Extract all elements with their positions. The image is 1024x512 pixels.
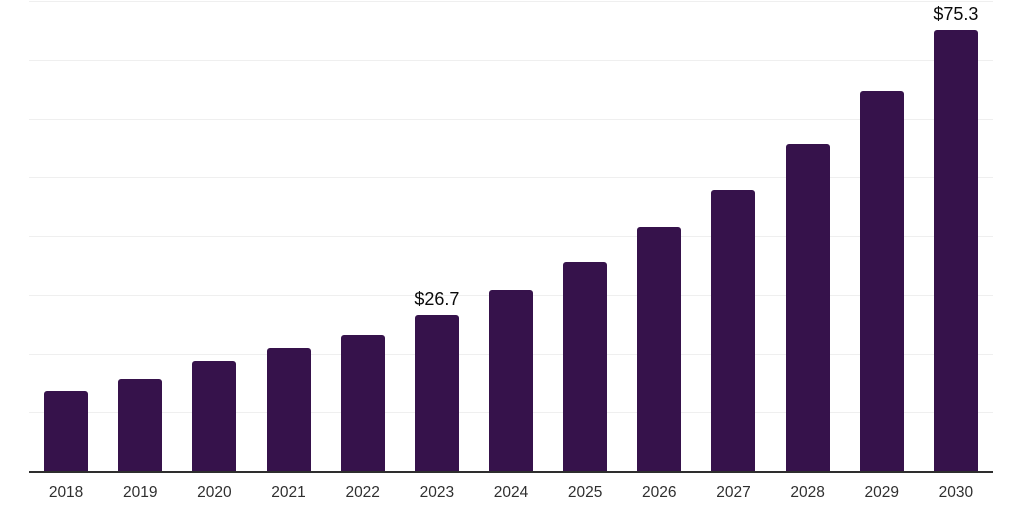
bar-2019 xyxy=(118,379,163,472)
bar-2030 xyxy=(933,29,978,472)
bar-2025 xyxy=(563,261,608,472)
x-tick-label-2020: 2020 xyxy=(197,484,232,501)
x-tick-label-2018: 2018 xyxy=(48,484,84,501)
x-tick-label-2030: 2030 xyxy=(938,484,974,501)
x-axis-line xyxy=(29,471,993,473)
x-tick-label-2026: 2026 xyxy=(642,484,677,501)
bar-2027 xyxy=(711,190,756,472)
gridline-70 xyxy=(29,59,993,61)
x-tick-label-2022: 2022 xyxy=(345,484,380,501)
gridline-50 xyxy=(29,177,993,179)
x-tick-label-2024: 2024 xyxy=(493,484,529,501)
bar-2029 xyxy=(859,90,904,472)
x-tick-label-2028: 2028 xyxy=(790,484,825,501)
bar-2024 xyxy=(489,289,533,472)
x-tick-label-2023: 2023 xyxy=(419,484,455,501)
bar-2020 xyxy=(192,361,237,472)
bar-value-label-2023: $26.7 xyxy=(414,289,460,310)
gridline-60 xyxy=(29,118,993,120)
bar-2018 xyxy=(44,390,89,472)
bar-value-label-2030: $75.3 xyxy=(933,3,979,24)
x-tick-label-2021: 2021 xyxy=(271,484,306,501)
bar-2023 xyxy=(414,315,459,472)
gridline-80 xyxy=(29,1,993,2)
bar-2021 xyxy=(266,348,311,472)
x-axis-tick-labels: 2018 2019 2020 2021 2022 2023 2024 2025 2026 2027… xyxy=(29,485,993,505)
bar-2026 xyxy=(637,227,682,472)
x-tick-label-2019: 2019 xyxy=(122,484,158,501)
plot-area: $26.7 $75.3 xyxy=(29,1,993,472)
x-tick-label-2027: 2027 xyxy=(716,484,751,501)
x-tick-label-2029: 2029 xyxy=(864,484,900,501)
bar-2022 xyxy=(340,334,385,472)
bar-2028 xyxy=(785,144,830,472)
x-tick-label-2025: 2025 xyxy=(567,484,603,501)
gridline-40 xyxy=(29,236,993,237)
